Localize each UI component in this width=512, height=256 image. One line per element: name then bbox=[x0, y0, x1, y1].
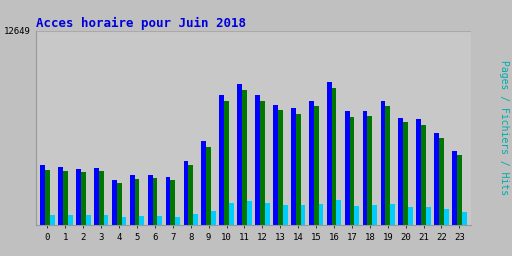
Bar bbox=[237, 84, 242, 225]
Bar bbox=[63, 171, 68, 225]
Bar bbox=[296, 114, 301, 225]
Bar bbox=[81, 172, 86, 225]
Bar bbox=[94, 168, 99, 225]
Bar bbox=[426, 207, 431, 225]
Bar bbox=[112, 180, 117, 225]
Bar bbox=[457, 155, 462, 225]
Bar bbox=[229, 203, 234, 225]
Bar bbox=[40, 165, 45, 225]
Bar bbox=[291, 108, 296, 225]
Bar bbox=[147, 175, 153, 225]
Bar bbox=[336, 200, 342, 225]
Bar bbox=[318, 204, 324, 225]
Bar bbox=[219, 94, 224, 225]
Bar bbox=[265, 203, 270, 225]
Bar bbox=[117, 183, 121, 225]
Bar bbox=[362, 111, 368, 225]
Bar bbox=[278, 110, 283, 225]
Bar bbox=[283, 205, 288, 225]
Bar bbox=[188, 165, 193, 225]
Bar bbox=[58, 167, 63, 225]
Bar bbox=[345, 111, 350, 225]
Bar bbox=[247, 201, 252, 225]
Text: Pages / Fichiers / Hits: Pages / Fichiers / Hits bbox=[499, 60, 509, 196]
Bar bbox=[224, 101, 229, 225]
Bar bbox=[103, 215, 109, 225]
Bar bbox=[408, 207, 413, 225]
Bar bbox=[416, 119, 421, 225]
Bar bbox=[121, 217, 126, 225]
Bar bbox=[45, 170, 50, 225]
Bar bbox=[130, 175, 135, 225]
Bar bbox=[68, 215, 73, 225]
Bar bbox=[332, 88, 336, 225]
Bar bbox=[201, 141, 206, 225]
Bar bbox=[327, 82, 332, 225]
Bar bbox=[398, 118, 403, 225]
Bar bbox=[403, 122, 408, 225]
Bar bbox=[175, 217, 180, 225]
Bar bbox=[260, 101, 265, 225]
Bar bbox=[354, 206, 359, 225]
Text: Acces horaire pour Juin 2018: Acces horaire pour Juin 2018 bbox=[36, 16, 246, 29]
Bar bbox=[309, 101, 314, 225]
Bar bbox=[421, 124, 426, 225]
Bar bbox=[86, 215, 91, 225]
Bar bbox=[372, 205, 377, 225]
Bar bbox=[350, 117, 354, 225]
Bar bbox=[390, 204, 395, 225]
Bar bbox=[193, 214, 198, 225]
Bar bbox=[170, 180, 175, 225]
Bar bbox=[206, 147, 211, 225]
Bar bbox=[452, 152, 457, 225]
Bar bbox=[183, 161, 188, 225]
Bar bbox=[153, 178, 157, 225]
Bar bbox=[380, 101, 386, 225]
Bar bbox=[368, 116, 372, 225]
Bar bbox=[135, 179, 139, 225]
Bar bbox=[439, 138, 444, 225]
Bar bbox=[462, 212, 466, 225]
Bar bbox=[211, 211, 216, 225]
Bar bbox=[165, 177, 170, 225]
Bar bbox=[444, 209, 449, 225]
Bar bbox=[157, 216, 162, 225]
Bar bbox=[99, 171, 103, 225]
Bar bbox=[301, 205, 306, 225]
Bar bbox=[314, 106, 318, 225]
Bar bbox=[386, 106, 390, 225]
Bar bbox=[76, 169, 81, 225]
Bar bbox=[255, 94, 260, 225]
Bar bbox=[242, 90, 247, 225]
Bar bbox=[434, 133, 439, 225]
Bar bbox=[273, 105, 278, 225]
Bar bbox=[50, 215, 55, 225]
Bar bbox=[139, 216, 144, 225]
